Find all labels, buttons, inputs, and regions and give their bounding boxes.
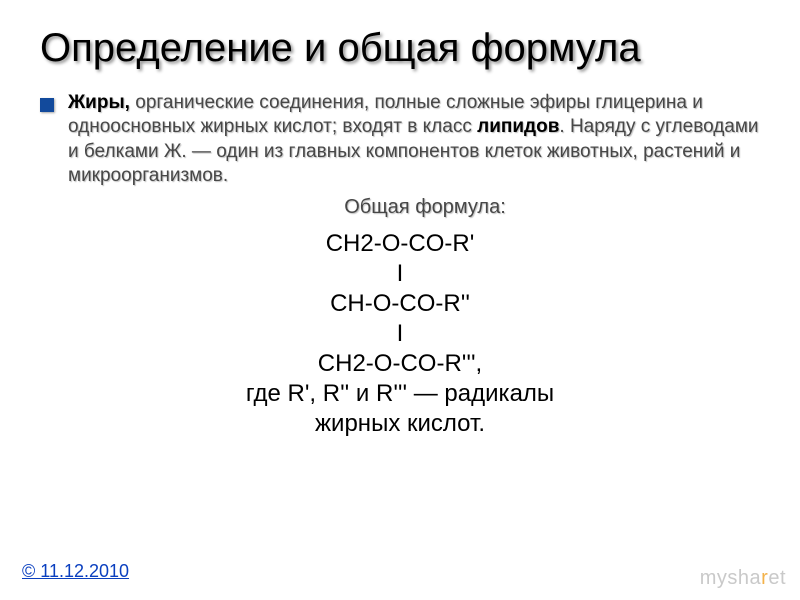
caption-suffix: — радикалы bbox=[407, 380, 554, 407]
radicals-list: R', R'' и R''' bbox=[288, 380, 408, 407]
bullet-item: Жиры, органические соединения, полные сл… bbox=[40, 91, 760, 188]
watermark-text-1: mysha bbox=[700, 567, 761, 589]
bullet-text: Жиры, органические соединения, полные сл… bbox=[68, 91, 760, 188]
caption-prefix: где bbox=[246, 380, 288, 407]
formula-caption-1: где R', R'' и R''' — радикалы bbox=[40, 379, 760, 409]
formula-line-3: CH2-O-CO-R''', bbox=[40, 349, 760, 379]
formula-line-1: CH2-O-CO-R' bbox=[40, 229, 760, 259]
formula-block: CH2-O-CO-R' I CH-O-CO-R'' I CH2-O-CO-R''… bbox=[40, 229, 760, 439]
formula-bond-2: I bbox=[40, 319, 760, 349]
formula-line-2: CH-O-CO-R'' bbox=[40, 289, 760, 319]
watermark: mysharet bbox=[700, 567, 786, 590]
formula-subtitle: Общая формула: bbox=[40, 196, 760, 219]
footer-date-link[interactable]: © 11.12.2010 bbox=[22, 561, 129, 582]
slide-title: Определение и общая формула bbox=[40, 26, 760, 71]
formula-caption-2: жирных кислот. bbox=[40, 409, 760, 439]
square-bullet-icon bbox=[40, 98, 54, 112]
watermark-text-3: t bbox=[780, 567, 786, 589]
bold-term-fats: Жиры, bbox=[68, 92, 135, 113]
slide-container: Определение и общая формула Жиры, органи… bbox=[0, 0, 800, 600]
watermark-text-2: e bbox=[768, 567, 780, 589]
formula-bond-1: I bbox=[40, 259, 760, 289]
bold-term-lipids: липидов bbox=[477, 116, 559, 137]
